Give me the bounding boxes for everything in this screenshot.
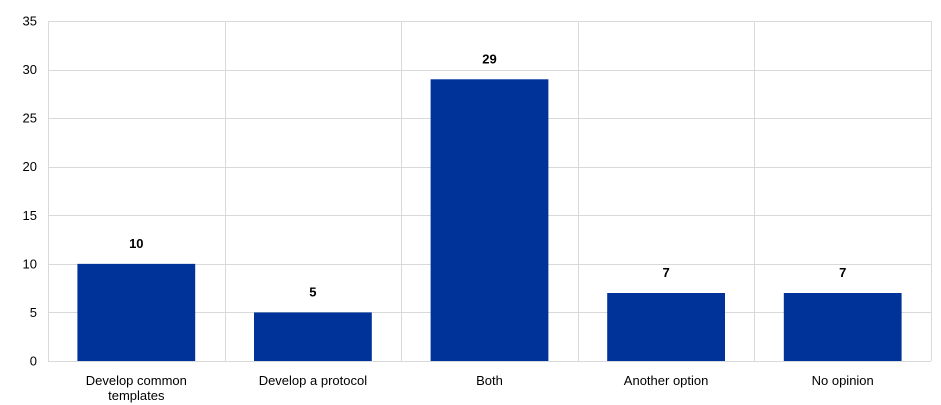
data-label: 7 (662, 265, 669, 280)
bar (783, 293, 902, 361)
y-tick-label: 20 (23, 159, 37, 174)
bar (254, 312, 372, 361)
y-tick-label: 30 (23, 62, 37, 77)
data-label: 10 (129, 236, 143, 251)
x-tick-label: No opinion (812, 373, 874, 388)
y-tick-label: 25 (23, 111, 37, 126)
bar (430, 79, 549, 362)
x-tick-label: templates (108, 388, 165, 403)
data-label: 5 (309, 284, 316, 299)
y-tick-label: 5 (30, 305, 37, 320)
x-tick-label: Both (476, 373, 503, 388)
bar (77, 263, 196, 361)
x-tick-label: Develop a protocol (259, 373, 368, 388)
x-tick-label: Another option (624, 373, 709, 388)
y-tick-label: 15 (23, 208, 37, 223)
y-tick-label: 35 (23, 14, 37, 29)
x-tick-label: Develop common (86, 373, 187, 388)
y-tick-label: 10 (23, 256, 37, 271)
bar (607, 293, 725, 361)
data-label: 7 (839, 265, 846, 280)
data-label: 29 (482, 51, 496, 66)
bars-layer (77, 79, 902, 362)
y-tick-label: 0 (30, 354, 37, 369)
